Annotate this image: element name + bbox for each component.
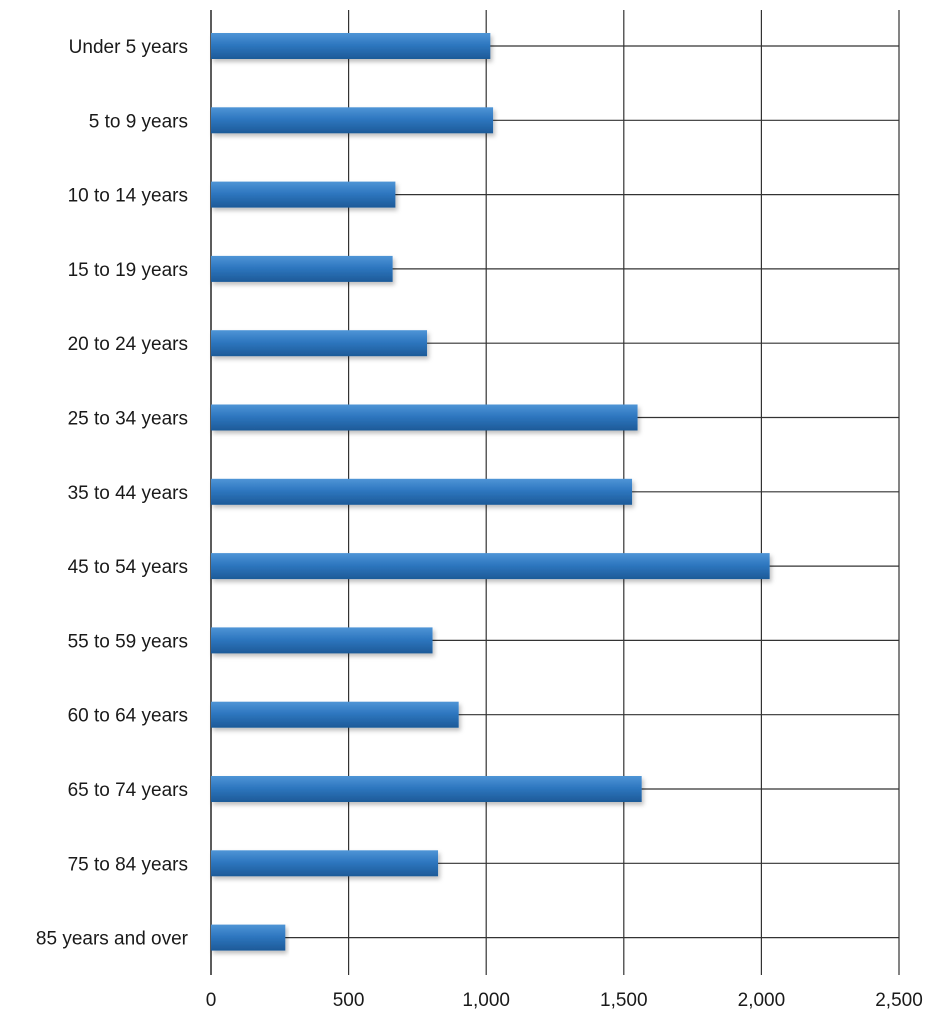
category-labels: Under 5 years 5 to 9 years 10 to 14 years 1…: [36, 37, 189, 950]
category-label: 85 years and over: [36, 929, 189, 950]
bar: [211, 701, 459, 728]
x-tick-label: 500: [333, 990, 365, 1011]
bar: [211, 924, 286, 951]
bar: [211, 330, 428, 357]
bar: [211, 404, 638, 431]
x-tick-label: 1,500: [600, 990, 648, 1011]
category-label: 45 to 54 years: [68, 557, 188, 578]
bar: [211, 850, 439, 877]
bar: [211, 553, 770, 580]
bar: [211, 255, 393, 282]
bar: [211, 181, 396, 208]
category-label: 65 to 74 years: [68, 780, 188, 801]
x-tick-label: 1,000: [462, 990, 510, 1011]
bar-layer: [211, 33, 770, 951]
bar: [211, 776, 642, 802]
bar: [211, 478, 633, 505]
x-tick-label: 2,000: [738, 990, 786, 1011]
category-label: 55 to 59 years: [68, 631, 188, 652]
x-axis-tick-labels: 0 500 1,000 1,500 2,000 2,500: [206, 990, 923, 1011]
bar: [211, 107, 494, 134]
category-label: 60 to 64 years: [68, 706, 188, 727]
category-label: 75 to 84 years: [68, 854, 188, 875]
category-label: 10 to 14 years: [68, 186, 188, 207]
category-label: 35 to 44 years: [68, 483, 188, 504]
category-label: Under 5 years: [69, 37, 188, 58]
x-tick-label: 0: [206, 990, 217, 1011]
bar: [211, 33, 491, 59]
category-label: 5 to 9 years: [89, 111, 188, 132]
category-label: 25 to 34 years: [68, 409, 188, 430]
bar: [211, 627, 433, 654]
category-label: 15 to 19 years: [68, 260, 188, 281]
category-label: 20 to 24 years: [68, 334, 188, 355]
x-tick-label: 2,500: [875, 990, 923, 1011]
